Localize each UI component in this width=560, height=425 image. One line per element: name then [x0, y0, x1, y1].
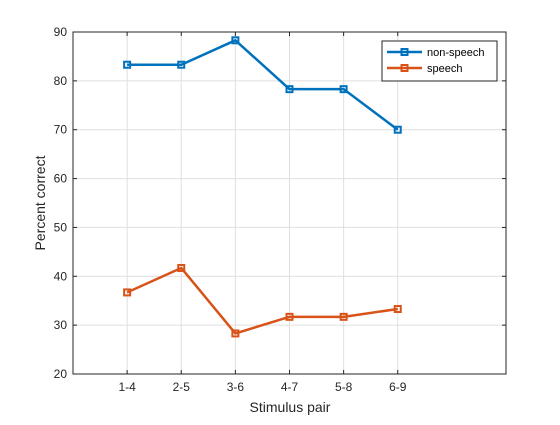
legend-label: speech: [427, 63, 462, 75]
data-point: [339, 312, 348, 321]
data-point: [231, 36, 240, 45]
x-tick-label: 1-4: [118, 380, 136, 394]
data-point: [393, 305, 402, 314]
x-tick-label: 5-8: [335, 380, 353, 394]
y-tick-label: 40: [54, 269, 68, 283]
legend-label: non-speech: [427, 47, 485, 59]
data-point: [285, 85, 294, 94]
legend: non-speech speech: [381, 40, 498, 82]
data-point: [177, 263, 186, 272]
y-tick-label: 70: [54, 123, 68, 137]
y-tick-label: 90: [54, 25, 68, 39]
x-tick-label: 6-9: [389, 380, 407, 394]
data-point: [285, 312, 294, 321]
legend-box: [381, 40, 498, 82]
series-group: [123, 36, 402, 338]
y-axis-label: Percent correct: [32, 155, 48, 250]
series-line: [126, 266, 398, 335]
data-point: [123, 288, 132, 297]
y-tick-label: 50: [54, 220, 68, 234]
legend-item: speech: [387, 63, 462, 75]
data-point: [231, 329, 240, 338]
x-axis-label: Stimulus pair: [250, 399, 331, 415]
data-point: [177, 60, 186, 69]
y-tick-label: 30: [54, 318, 68, 332]
legend-marker: [400, 48, 409, 56]
data-point: [393, 125, 402, 134]
y-tick-label: 80: [54, 74, 68, 88]
data-point: [123, 60, 132, 69]
x-tick-label: 2-5: [173, 380, 191, 394]
legend-item: non-speech: [387, 47, 485, 59]
y-tick-label: 20: [54, 367, 68, 381]
data-point: [339, 85, 348, 94]
axes: 20 30 40 50 60 70 80 90 1-4 2-5 3-6 4-7 5-8 6-9: [54, 25, 507, 394]
x-tick-label: 4-7: [281, 380, 299, 394]
y-tick-label: 60: [54, 172, 68, 186]
legend-marker: [400, 64, 409, 72]
x-tick-label: 3-6: [227, 380, 245, 394]
series-speech: [123, 263, 402, 338]
series-line: [127, 39, 399, 131]
series-non-speech: [123, 36, 402, 134]
